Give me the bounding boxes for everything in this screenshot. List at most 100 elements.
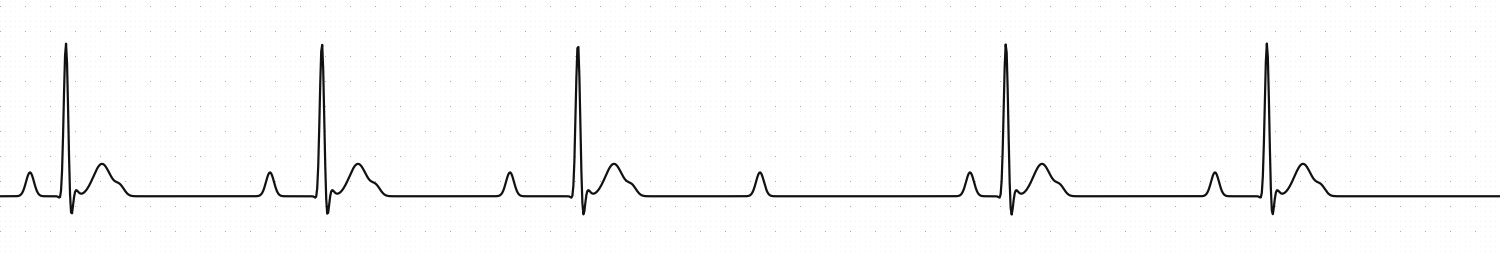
Point bbox=[813, 94, 837, 98]
Point bbox=[458, 4, 482, 8]
Point bbox=[524, 24, 548, 28]
Point bbox=[314, 124, 338, 128]
Point bbox=[88, 124, 112, 128]
Point bbox=[1443, 84, 1467, 88]
Point bbox=[1364, 229, 1388, 233]
Point bbox=[802, 214, 826, 218]
Point bbox=[858, 184, 882, 188]
Point bbox=[1154, 114, 1178, 118]
Point bbox=[1378, 179, 1402, 183]
Point bbox=[1203, 69, 1227, 73]
Point bbox=[764, 249, 788, 253]
Point bbox=[1424, 149, 1448, 153]
Point bbox=[678, 139, 702, 143]
Point bbox=[813, 209, 837, 213]
Point bbox=[1378, 99, 1402, 103]
Point bbox=[1258, 234, 1282, 238]
Point bbox=[1484, 54, 1500, 58]
Point bbox=[188, 209, 211, 213]
Point bbox=[1064, 239, 1088, 243]
Point bbox=[1208, 179, 1231, 183]
Point bbox=[558, 239, 582, 243]
Point bbox=[278, 29, 302, 33]
Point bbox=[298, 199, 322, 203]
Point bbox=[568, 159, 592, 163]
Point bbox=[1484, 124, 1500, 128]
Point bbox=[1258, 179, 1282, 183]
Point bbox=[478, 254, 502, 256]
Point bbox=[238, 254, 262, 256]
Point bbox=[352, 239, 376, 243]
Point bbox=[1233, 99, 1257, 103]
Point bbox=[828, 199, 852, 203]
Point bbox=[862, 124, 886, 128]
Point bbox=[1454, 124, 1478, 128]
Point bbox=[1484, 4, 1500, 8]
Point bbox=[363, 204, 387, 208]
Point bbox=[1042, 74, 1066, 78]
Point bbox=[1132, 179, 1156, 183]
Point bbox=[768, 154, 792, 158]
Point bbox=[818, 124, 842, 128]
Point bbox=[728, 114, 752, 118]
Point bbox=[348, 114, 372, 118]
Point bbox=[922, 174, 946, 178]
Point bbox=[0, 109, 12, 113]
Point bbox=[1408, 199, 1432, 203]
Point bbox=[839, 139, 862, 143]
Point bbox=[1364, 104, 1388, 108]
Point bbox=[1413, 164, 1437, 168]
Point bbox=[1274, 244, 1298, 248]
Point bbox=[738, 109, 762, 113]
Point bbox=[382, 189, 406, 193]
Point bbox=[543, 209, 567, 213]
Point bbox=[562, 69, 586, 73]
Point bbox=[1398, 119, 1422, 123]
Point bbox=[794, 209, 818, 213]
Point bbox=[1102, 169, 1126, 173]
Point bbox=[288, 204, 312, 208]
Point bbox=[1334, 234, 1358, 238]
Point bbox=[578, 19, 602, 23]
Point bbox=[1282, 84, 1306, 88]
Point bbox=[1064, 99, 1088, 103]
Point bbox=[1428, 244, 1452, 248]
Point bbox=[1348, 44, 1372, 48]
Point bbox=[453, 29, 477, 33]
Point bbox=[1004, 59, 1028, 63]
Point bbox=[123, 199, 147, 203]
Point bbox=[1132, 254, 1156, 256]
Point bbox=[978, 34, 1002, 38]
Point bbox=[322, 109, 346, 113]
Point bbox=[562, 104, 586, 108]
Point bbox=[374, 79, 398, 83]
Point bbox=[778, 19, 802, 23]
Point bbox=[952, 34, 976, 38]
Point bbox=[993, 84, 1017, 88]
Point bbox=[1432, 94, 1456, 98]
Point bbox=[1154, 204, 1178, 208]
Point bbox=[442, 29, 466, 33]
Point bbox=[1218, 229, 1242, 233]
Point bbox=[748, 184, 772, 188]
Point bbox=[808, 194, 832, 198]
Point bbox=[708, 144, 732, 148]
Point bbox=[532, 74, 556, 78]
Point bbox=[884, 94, 908, 98]
Point bbox=[888, 179, 912, 183]
Point bbox=[868, 74, 892, 78]
Point bbox=[404, 254, 427, 256]
Point bbox=[1168, 4, 1192, 8]
Point bbox=[538, 239, 562, 243]
Point bbox=[1342, 144, 1366, 148]
Point bbox=[1068, 214, 1092, 218]
Point bbox=[914, 134, 938, 138]
Point bbox=[933, 84, 957, 88]
Point bbox=[273, 54, 297, 58]
Point bbox=[588, 19, 612, 23]
Point bbox=[1252, 154, 1276, 158]
Point bbox=[1282, 29, 1306, 33]
Point bbox=[1019, 189, 1042, 193]
Point bbox=[498, 124, 522, 128]
Point bbox=[1108, 24, 1132, 28]
